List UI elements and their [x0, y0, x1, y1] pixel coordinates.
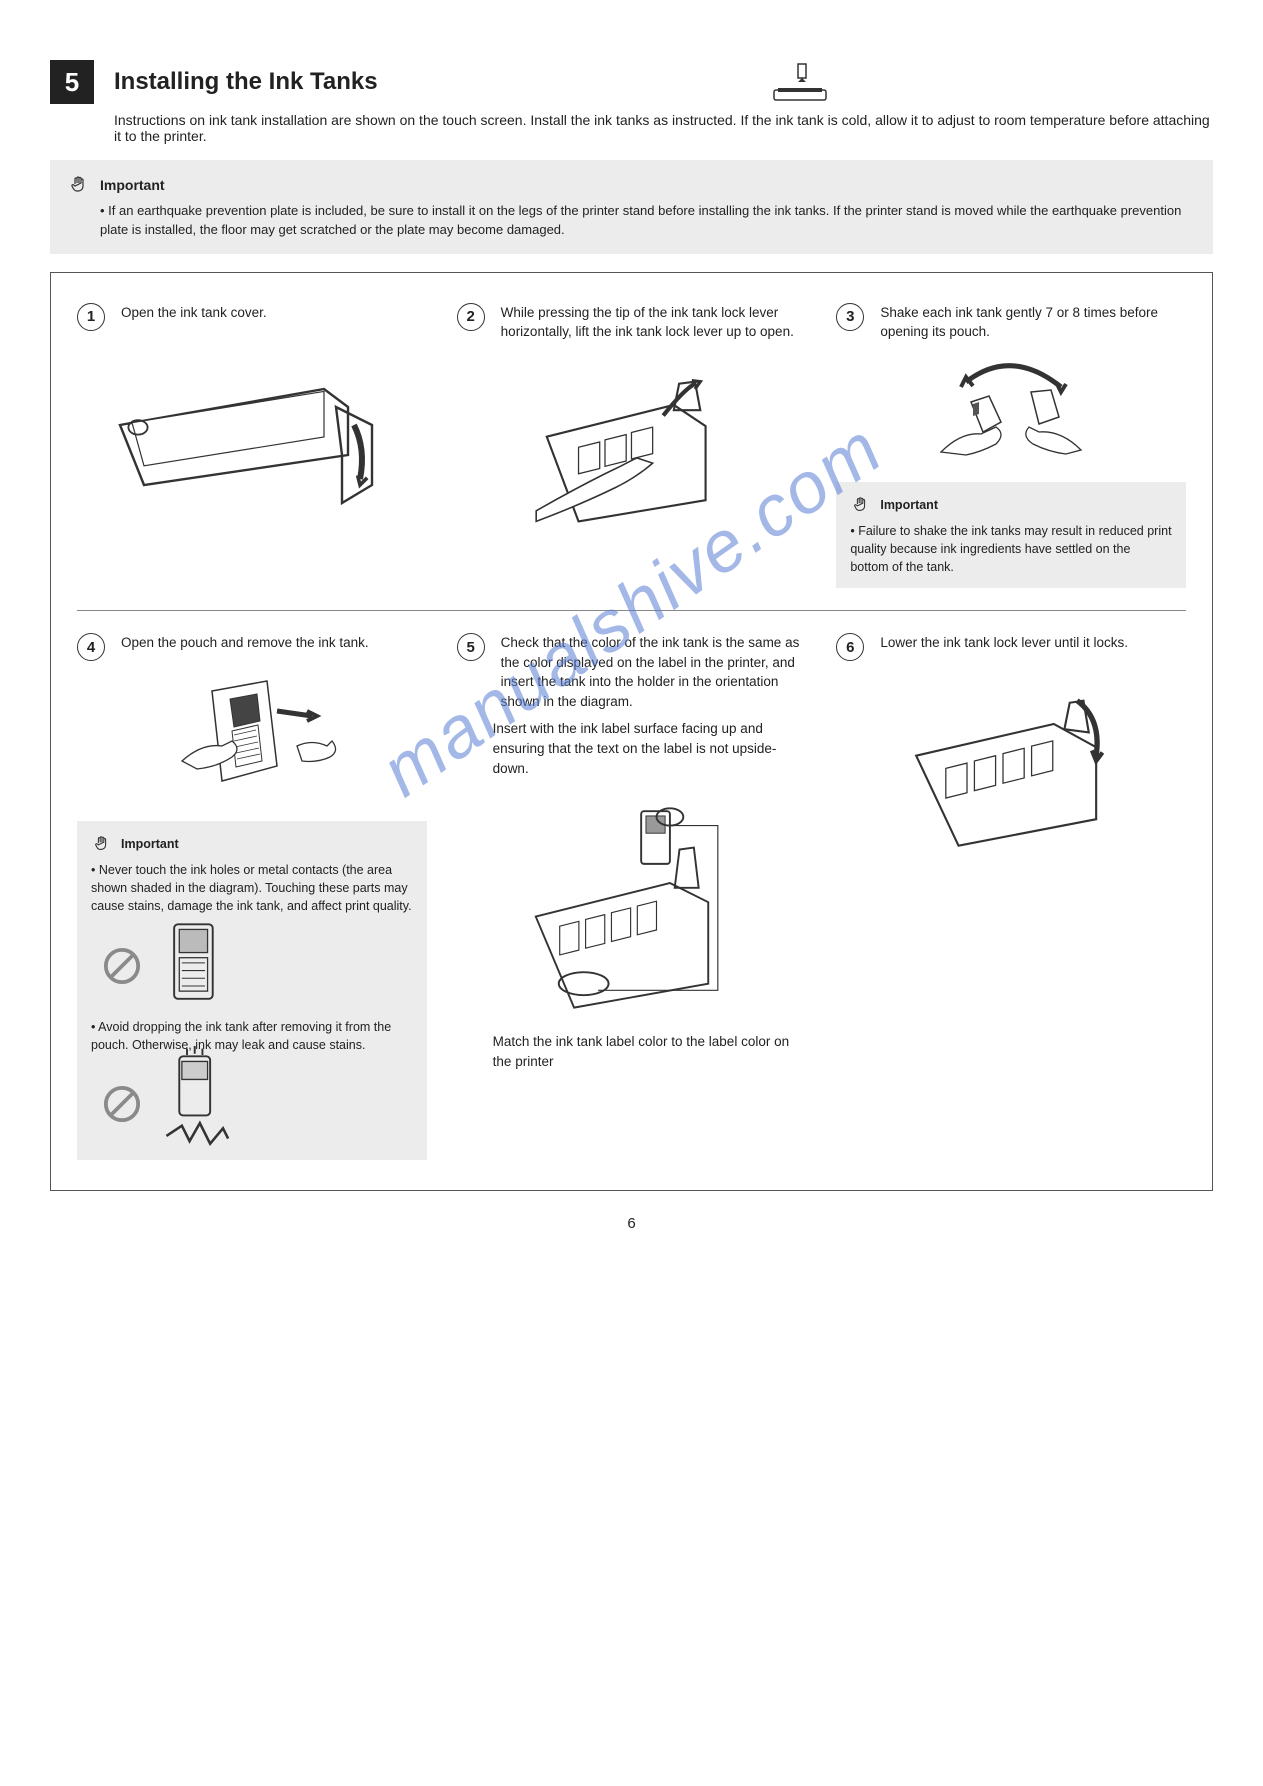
- step-number-1: 1: [77, 303, 105, 331]
- divider-line: [77, 610, 1186, 611]
- illustration-shake-tank: [836, 352, 1186, 472]
- step-3: 3 Shake each ink tank gently 7 or 8 time…: [836, 303, 1186, 589]
- step-4: 4 Open the pouch and remove the ink tank…: [77, 633, 427, 1160]
- important-label: Important: [100, 177, 165, 193]
- page-title: Installing the Ink Tanks: [114, 68, 378, 96]
- step-2: 2 While pressing the tip of the ink tank…: [457, 303, 807, 542]
- step-4-text: Open the pouch and remove the ink tank.: [121, 633, 369, 653]
- step-5-text: Check that the color of the ink tank is …: [501, 633, 807, 711]
- step-4-important-bullet-1: • Never touch the ink holes or metal con…: [91, 861, 413, 915]
- important-heading: Important: [68, 174, 1195, 196]
- step-5: 5 Check that the color of the ink tank i…: [457, 633, 807, 1071]
- step-number-2: 2: [457, 303, 485, 331]
- illustration-tank-drop: [151, 1064, 241, 1144]
- step-3-important: Important • Failure to shake the ink tan…: [836, 482, 1186, 588]
- step-3-important-text: • Failure to shake the ink tanks may res…: [850, 522, 1172, 576]
- step-number-6: 6: [836, 633, 864, 661]
- prohibit-icon: [101, 1083, 143, 1125]
- step-5-note: Insert with the ink label surface facing…: [493, 719, 807, 778]
- illustration-open-pouch: [77, 671, 427, 811]
- prohibit-icon: [101, 945, 143, 987]
- page-subtitle: Instructions on ink tank installation ar…: [114, 112, 1213, 144]
- ink-tank-over-printer-icon: [770, 60, 830, 104]
- important-label: Important: [880, 496, 938, 514]
- step-number-4: 4: [77, 633, 105, 661]
- step-2-text: While pressing the tip of the ink tank l…: [501, 303, 807, 342]
- important-label: Important: [121, 835, 179, 853]
- illustration-lower-lever: [836, 671, 1186, 851]
- step-1: 1 Open the ink tank cover.: [77, 303, 427, 531]
- important-body: • If an earthquake prevention plate is i…: [100, 202, 1195, 240]
- illustration-tank-contacts: [151, 926, 241, 1006]
- page-title-row: Installing the Ink Tanks: [114, 60, 1213, 104]
- hand-stop-icon: [91, 833, 113, 855]
- illustration-open-cover: [77, 341, 427, 521]
- steps-row-1: 1 Open the ink tank cover.: [77, 303, 1186, 589]
- hand-stop-icon: [850, 494, 872, 516]
- steps-row-2: 4 Open the pouch and remove the ink tank…: [77, 633, 1186, 1160]
- step-1-text: Open the ink tank cover.: [121, 303, 267, 323]
- step-3-text: Shake each ink tank gently 7 or 8 times …: [880, 303, 1186, 342]
- step-6-text: Lower the ink tank lock lever until it l…: [880, 633, 1128, 653]
- step-6: 6 Lower the ink tank lock lever until it…: [836, 633, 1186, 861]
- hand-stop-icon: [68, 174, 90, 196]
- step-number-5: 5: [457, 633, 485, 661]
- important-box-top: Important • If an earthquake prevention …: [50, 160, 1213, 254]
- step-number-3: 3: [836, 303, 864, 331]
- section-number-badge: 5: [50, 60, 94, 104]
- illustration-lift-lever: [457, 352, 807, 532]
- illustration-insert-tank: [457, 792, 807, 1022]
- page-number: 6: [50, 1215, 1213, 1232]
- step-4-important: Important • Never touch the ink holes or…: [77, 821, 427, 1160]
- steps-frame: 1 Open the ink tank cover.: [50, 272, 1213, 1191]
- step-5-match-text: Match the ink tank label color to the la…: [493, 1032, 807, 1071]
- step-4-important-bullet-2: • Avoid dropping the ink tank after remo…: [91, 1018, 413, 1054]
- page-header: 5 Installing the Ink Tanks: [50, 60, 1213, 104]
